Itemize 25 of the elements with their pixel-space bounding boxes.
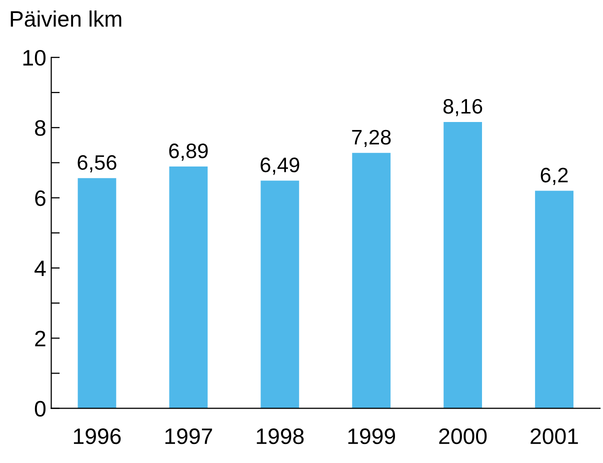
x-tick-label: 1998 <box>256 428 304 444</box>
y-tick-label: 6 <box>35 190 46 206</box>
y-tick-label: 8 <box>35 120 46 136</box>
bar <box>260 180 300 408</box>
y-tick-label: 0 <box>34 400 46 417</box>
y-axis-title: Päivien lkm <box>10 10 122 27</box>
bar <box>169 166 208 408</box>
bar <box>352 152 391 408</box>
data-label: 6,49 <box>260 158 300 175</box>
x-tick-label: 1997 <box>165 428 212 444</box>
y-tick-label: 10 <box>23 50 46 66</box>
x-tick-label: 2000 <box>439 428 487 444</box>
x-tick-label: 1999 <box>348 428 396 444</box>
x-tick-label: 1996 <box>74 428 121 444</box>
x-tick-label: 2001 <box>530 428 578 444</box>
data-label: 6,56 <box>78 155 116 172</box>
bar <box>444 122 482 408</box>
y-tick-label: 4 <box>34 260 46 276</box>
data-label: 8,16 <box>443 98 482 116</box>
bar <box>535 190 574 408</box>
data-label: 6,89 <box>169 144 208 161</box>
data-label: 6,2 <box>540 168 568 185</box>
data-label: 7,28 <box>352 130 391 148</box>
y-tick-label: 2 <box>35 330 46 346</box>
bar <box>78 178 116 408</box>
